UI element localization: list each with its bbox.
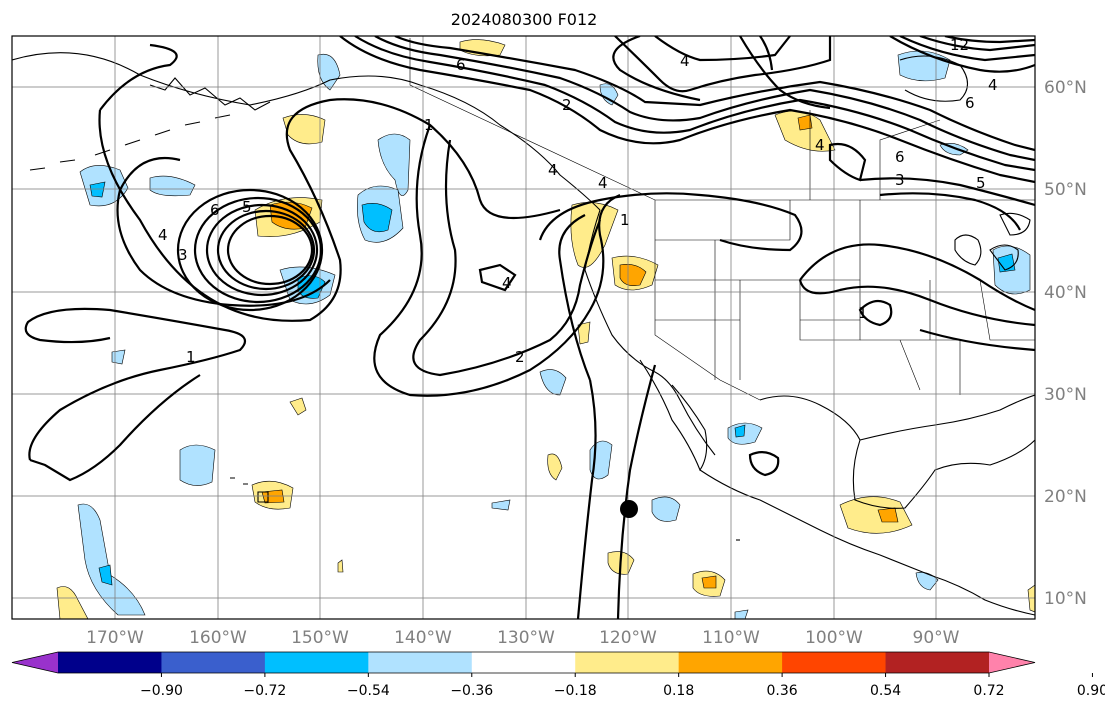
contour-label: 1 (620, 211, 630, 229)
coastlines (12, 52, 1035, 616)
contour-label: 3 (895, 171, 905, 189)
lon-label: 90°W (913, 628, 960, 648)
latitude-labels: 10°N 20°N 30°N 40°N 50°N 60°N (1044, 78, 1087, 609)
contour-label: 6 (895, 148, 905, 166)
colorbar-tick-label: −0.36 (450, 683, 493, 699)
colorbar-tick-label: −0.90 (140, 683, 183, 699)
contour-label: 4 (502, 274, 512, 292)
lat-label: 30°N (1044, 385, 1087, 405)
lat-label: 50°N (1044, 180, 1087, 200)
colorbar-tick-label: −0.18 (554, 683, 597, 699)
contour-label: 4 (680, 52, 690, 70)
map-frame (11, 35, 1036, 620)
longitude-labels: 170°W 160°W 150°W 140°W 130°W 120°W 110°… (86, 628, 960, 648)
colorbar-extend-low (12, 652, 58, 673)
contour-label: 2 (515, 348, 525, 366)
lon-label: 170°W (86, 628, 144, 648)
contour-label: 1 (186, 348, 196, 366)
lon-label: 150°W (291, 628, 349, 648)
lat-label: 40°N (1044, 283, 1087, 303)
contour-label: 6 (456, 56, 466, 74)
shaded-anomalies (56, 39, 1035, 619)
contour-label: 5 (242, 198, 252, 216)
contour-label: 12 (950, 36, 969, 54)
contour-label: 4 (988, 76, 998, 94)
colorbar-swatch (885, 652, 990, 673)
colorbar-swatch (58, 652, 162, 673)
contour-labels: 6 2 1 4 6 5 4 3 1 2 4 4 4 4 6 3 5 6 4 12… (158, 36, 998, 366)
contour-label: 6 (210, 201, 220, 219)
contour-label: 3 (178, 246, 188, 264)
lon-label: 140°W (394, 628, 452, 648)
colorbar-extend-high (989, 652, 1035, 673)
colorbar-swatch (782, 652, 887, 673)
colorbar-swatch (368, 652, 473, 673)
storm-center-marker (620, 500, 638, 518)
colorbar-outline (11, 651, 1036, 674)
lon-label: 130°W (497, 628, 555, 648)
graticule (12, 36, 1035, 619)
colorbar-swatch (678, 652, 783, 673)
colorbar (11, 651, 1036, 674)
contour-label: 6 (965, 94, 975, 112)
lon-label: 160°W (189, 628, 247, 648)
contour-label: 5 (976, 174, 986, 192)
lon-label: 100°W (805, 628, 863, 648)
colorbar-labels: −0.90 −0.72 −0.54 −0.36 −0.18 0.18 0.36 0.54 0.7… (140, 673, 1105, 699)
colorbar-tick-label: 0.54 (870, 683, 901, 699)
colorbar-tick-label: 0.90 (1077, 683, 1105, 699)
contour-label: 4 (158, 226, 168, 244)
lat-label: 10°N (1044, 589, 1087, 609)
colorbar-tick-label: 0.18 (663, 683, 694, 699)
contour-label: 2 (562, 96, 572, 114)
lat-label: 20°N (1044, 487, 1087, 507)
colorbar-tick-label: −0.54 (347, 683, 390, 699)
colorbar-tick-label: 0.36 (767, 683, 798, 699)
contour-label: 4 (548, 161, 558, 179)
map-title: 2024080300 F012 (450, 10, 598, 29)
colorbar-swatch (471, 652, 576, 673)
contour-label: 1 (858, 304, 868, 322)
contour-label: 4 (598, 174, 608, 192)
colorbar-swatch (161, 652, 266, 673)
colorbar-tick-label: −0.72 (243, 683, 286, 699)
lat-label: 60°N (1044, 78, 1087, 98)
contours (24, 36, 1035, 619)
lon-label: 120°W (599, 628, 657, 648)
colorbar-tick-label: 0.72 (973, 683, 1004, 699)
contour-label: 1 (424, 116, 434, 134)
colorbar-swatch (264, 652, 369, 673)
colorbar-swatch (575, 652, 680, 673)
lon-label: 110°W (702, 628, 760, 648)
contour-label: 4 (815, 136, 825, 154)
